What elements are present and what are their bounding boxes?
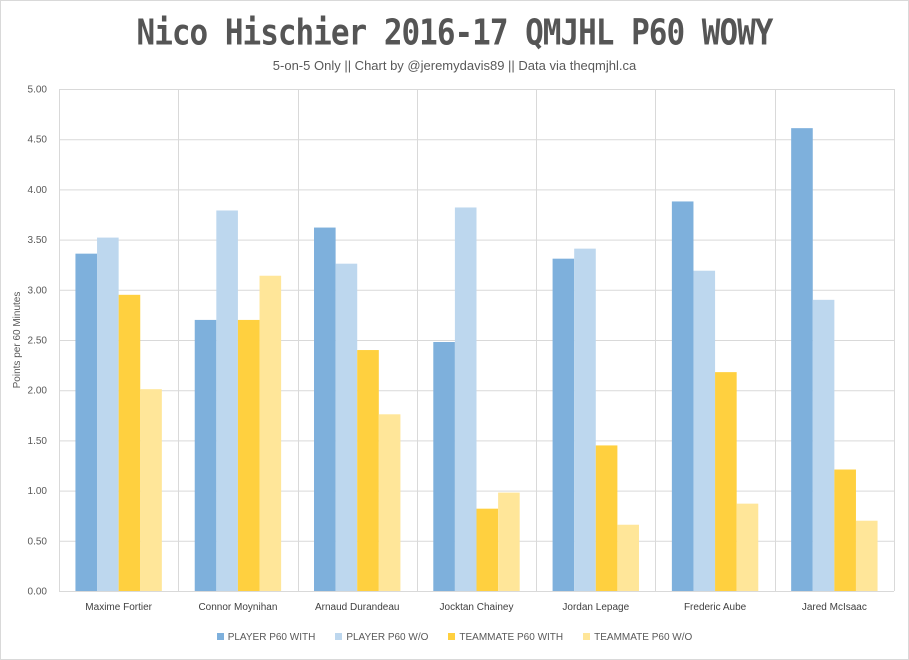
x-tick-label: Jared McIsaac [802,602,867,613]
bar-teammate-p60-w-o [498,492,520,591]
bar-teammate-p60-w-o [736,503,759,591]
x-tick-label: Jocktan Chainey [440,602,514,613]
legend-item: TEAMMATE P60 W/O [583,632,692,643]
bar-teammate-p60-w-o [140,389,162,591]
bar-player-p60-with [314,227,336,591]
x-tick-label: Maxime Fortier [85,602,152,613]
bar-player-p60-with [433,342,455,591]
y-axis-label: Points per 60 Minutes [12,292,23,389]
y-tick-label: 1.50 [28,436,48,447]
bar-player-p60-with [75,253,98,591]
bar-teammate-p60-with [595,445,618,591]
y-tick-label: 4.00 [28,185,48,196]
bar-teammate-p60-with [237,319,260,591]
bar-teammate-p60-with [834,469,856,591]
y-tick-label: 3.50 [28,235,48,246]
x-tick-label: Frederic Aube [684,602,747,613]
y-tick-label: 2.50 [28,336,48,347]
y-tick-label: 2.00 [28,386,48,397]
bar-teammate-p60-with [118,294,141,591]
y-tick-label: 5.00 [28,85,48,96]
bar-teammate-p60-with [357,350,379,591]
bar-player-p60-with [552,258,575,591]
legend-swatch [335,633,343,640]
legend-label: TEAMMATE P60 WITH [459,632,564,643]
legend-item: PLAYER P60 W/O [335,632,428,643]
y-tick-label: 0.50 [28,536,48,547]
x-tick-label: Connor Moynihan [198,602,277,613]
bar-teammate-p60-w-o [617,524,639,591]
x-tick-label: Arnaud Durandeau [315,602,400,613]
bar-teammate-p60-with [476,508,499,591]
legend-item: PLAYER P60 WITH [216,632,316,643]
legend: PLAYER P60 WITH PLAYER P60 W/O TEAMMATE P6… [1,632,908,643]
y-tick-label: 1.00 [28,486,48,497]
legend-swatch [216,633,224,640]
y-tick-label: 0.00 [28,587,48,598]
bar-player-p60-w-o [454,207,477,592]
bar-player-p60-w-o [812,299,835,591]
bar-teammate-p60-with [715,372,737,591]
chart-subtitle: 5-on-5 Only || Chart by @jeremydavis89 |… [272,58,637,73]
legend-swatch [583,633,591,640]
bar-player-p60-w-o [574,248,596,592]
legend-label: PLAYER P60 WITH [227,632,316,643]
bar-teammate-p60-w-o [378,414,401,591]
legend-label: PLAYER P60 W/O [346,632,429,643]
bar-player-p60-with [671,201,694,591]
y-tick-label: 4.50 [28,135,48,146]
legend-label: TEAMMATE P60 W/O [594,632,693,643]
bar-teammate-p60-w-o [855,520,878,591]
bar-player-p60-w-o [693,270,716,591]
bar-teammate-p60-w-o [259,275,282,591]
chart-title: Nico Hischier 2016-17 QMJHL P60 WOWY [136,12,774,54]
bar-player-p60-with [194,319,217,591]
bar-player-p60-w-o [335,263,358,591]
y-tick-label: 3.00 [28,285,48,296]
bar-player-p60-with [791,128,813,591]
legend-item: TEAMMATE P60 WITH [448,632,563,643]
x-tick-label: Jordan Lepage [562,602,629,613]
bar-player-p60-w-o [97,237,119,592]
legend-swatch [448,633,456,640]
bar-player-p60-w-o [216,210,238,591]
